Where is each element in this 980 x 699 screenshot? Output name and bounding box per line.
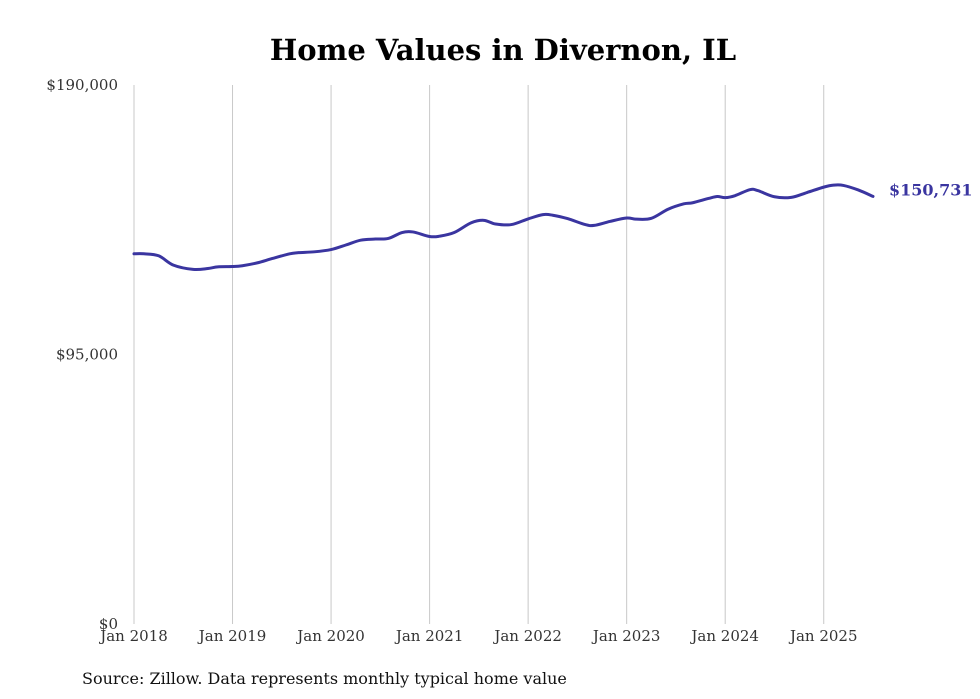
x-tick-label: Jan 2018: [98, 627, 168, 645]
chart-title: Home Values in Divernon, IL: [270, 33, 736, 67]
x-tick-label: Jan 2023: [591, 627, 661, 645]
series-layer: $150,731: [132, 180, 973, 272]
x-axis-ticks: Jan 2018 Jan 2019 Jan 2020 Jan 2021 Jan 2022…: [98, 627, 857, 645]
x-tick-label: Jan 2021: [394, 627, 464, 645]
gridlines: [133, 85, 825, 624]
series-line: [132, 183, 875, 272]
x-tick-label: Jan 2024: [689, 627, 759, 645]
x-tick-label: Jan 2019: [197, 627, 267, 645]
x-tick-label: Jan 2025: [788, 627, 858, 645]
y-tick-label: $95,000: [56, 346, 118, 364]
y-axis-ticks: $0 $95,000 $190,000: [46, 76, 118, 633]
source-note: Source: Zillow. Data represents monthly …: [82, 669, 567, 688]
x-tick-label: Jan 2020: [295, 627, 365, 645]
y-tick-label: $190,000: [46, 76, 118, 94]
y-tick-label: $0: [99, 615, 118, 633]
end-value-label: $150,731: [889, 180, 973, 199]
x-tick-label: Jan 2022: [492, 627, 562, 645]
